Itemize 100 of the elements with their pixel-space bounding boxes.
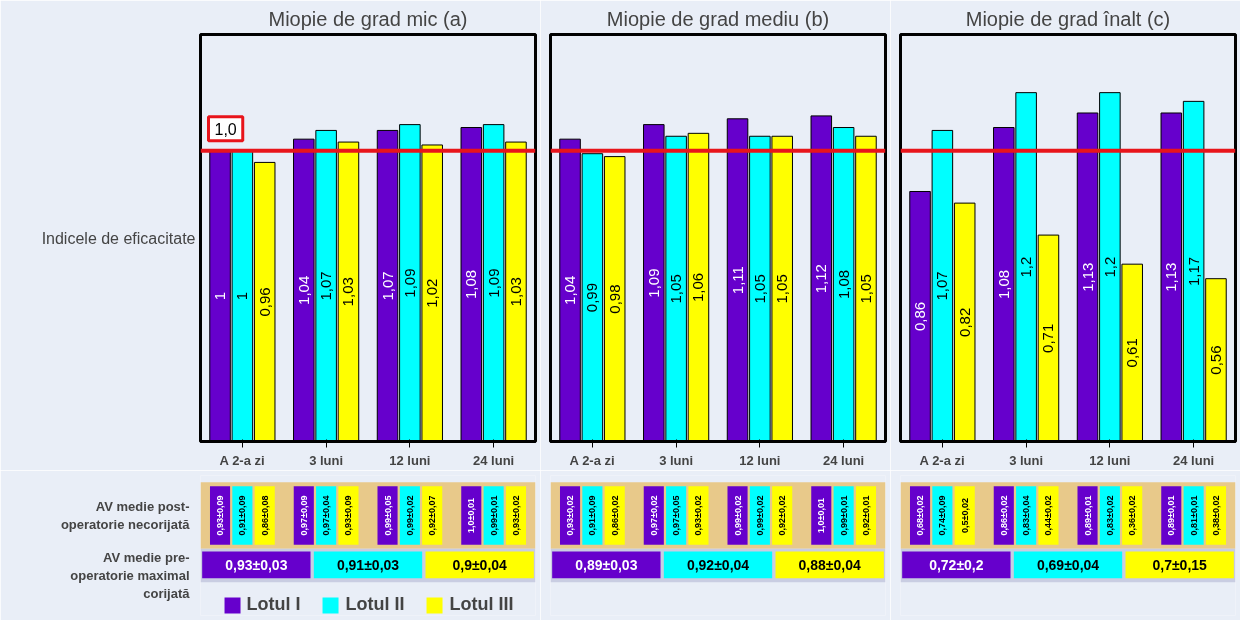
text: 0,86±0,08	[259, 495, 270, 536]
text: 0,97±0,04	[321, 495, 332, 536]
text: 0,7±0,15	[1152, 556, 1208, 573]
text: 0,9±0,04	[452, 556, 508, 573]
data-label: 0,99	[583, 282, 601, 313]
data-label: 1,03	[506, 277, 524, 307]
text: 0,89±0,03	[575, 556, 638, 573]
text: 0,97±0,02	[648, 495, 659, 536]
data-label: 1,09	[400, 268, 418, 298]
text: 0,99±0,01	[488, 495, 499, 536]
text: 0,97±0,05	[671, 495, 682, 536]
text: 0,36±0,02	[1127, 495, 1138, 536]
x-tick-label: 3 luni	[309, 452, 344, 468]
text: 0,86±0,02	[998, 495, 1009, 536]
data-label: 1,08	[994, 269, 1012, 300]
text: 0,99±0,01	[838, 495, 849, 536]
text: 0,93±0,09	[215, 495, 226, 536]
data-label: 0,61	[1123, 338, 1141, 368]
text: 0,68±0,02	[915, 495, 926, 536]
x-tick-label: 12 luni	[739, 452, 781, 468]
data-label: 1,08	[834, 269, 852, 300]
x-tick-label: 3 luni	[1009, 452, 1044, 468]
x-tick-label: A 2-a zi	[919, 452, 965, 468]
ref-line-label: 1,0	[214, 120, 237, 138]
data-label: 0,71	[1039, 323, 1057, 353]
data-label: 1,2	[1100, 256, 1118, 278]
text: AV medie pre-operatorie maximal corijată	[70, 550, 191, 601]
data-label: 1,09	[484, 268, 502, 298]
x-tick-label: 3 luni	[659, 452, 694, 468]
text: 0,83±0,02	[1104, 495, 1115, 536]
text: 0,92±0,07	[427, 495, 438, 536]
data-label: 1,13	[1162, 262, 1180, 292]
text: 0,97±0,09	[298, 495, 309, 536]
x-tick-label: 24 luni	[473, 452, 515, 468]
text: 0,91±0,03	[336, 556, 400, 573]
data-label: 1,07	[317, 271, 335, 301]
x-tick-label: A 2-a zi	[219, 452, 265, 468]
text: 0,89±0,01	[1166, 495, 1177, 536]
text: 1,0±0,01	[816, 498, 827, 533]
data-label: 1,12	[812, 264, 830, 294]
data-label: 1,07	[933, 271, 951, 301]
data-label: 1,13	[1078, 262, 1096, 292]
data-label: 1,04	[561, 275, 579, 305]
text: 0,81±0,01	[1188, 495, 1199, 536]
text: 0,92±0,02	[777, 495, 788, 536]
x-tick-label: 24 luni	[823, 452, 865, 468]
data-label: 1,05	[667, 274, 685, 304]
text: 0,72±0,2	[929, 556, 984, 573]
chart-title: Miopie de grad mic (a)	[268, 7, 468, 30]
text: 0,44±0,02	[1043, 495, 1054, 536]
data-label: 1,06	[689, 272, 707, 303]
text: AV medie post-operatorie necorijată	[60, 499, 191, 532]
text: 0,93±0,03	[225, 556, 288, 573]
text: 0,83±0,04	[1021, 495, 1032, 536]
data-label: 1,09	[644, 268, 662, 298]
data-label: 1,02	[423, 278, 441, 308]
data-label: 1,04	[294, 275, 312, 305]
data-label: 1,07	[378, 271, 396, 301]
text: 0,86±0,02	[609, 495, 620, 536]
legend-label: Lotul I	[246, 594, 301, 615]
text: 0,99±0,02	[732, 495, 743, 536]
data-label: 1,05	[773, 274, 791, 304]
text: 0,38±0,02	[1210, 495, 1221, 536]
text: 0,74±0,09	[937, 495, 948, 536]
data-label: 1,05	[856, 274, 874, 304]
data-label: 0,82	[955, 307, 973, 337]
data-label: 0,56	[1206, 345, 1224, 375]
data-label: 1,03	[339, 277, 357, 307]
chart-title: Miopie de grad mediu (b)	[606, 7, 830, 30]
legend-label: Lotul III	[449, 594, 514, 615]
data-label: 1,11	[728, 266, 746, 295]
legend-label: Lotul II	[345, 594, 405, 615]
text: 0,5±0,02	[959, 498, 970, 533]
text: 0,93±0,02	[693, 495, 704, 536]
text: 0,99±0,02	[754, 495, 765, 536]
text: 0,89±0,01	[1082, 495, 1093, 536]
text: 0,92±0,04	[686, 556, 750, 573]
text: 0,93±0,02	[565, 495, 576, 536]
text: 0,69±0,04	[1036, 556, 1100, 573]
data-label: 1	[211, 291, 229, 301]
data-label: 1	[233, 291, 251, 301]
text: 0,99±0,02	[404, 495, 415, 536]
x-tick-label: 24 luni	[1173, 452, 1215, 468]
data-label: 1,2	[1017, 256, 1035, 278]
text: 0,88±0,04	[798, 556, 861, 573]
y-axis-title: Indicele de eficacitate	[41, 229, 196, 247]
data-label: 0,96	[255, 287, 273, 317]
x-tick-label: A 2-a zi	[569, 452, 615, 468]
text: 0,93±0,09	[343, 495, 354, 536]
text: 1,0±0,01	[466, 498, 477, 533]
text: 0,92±0,01	[860, 495, 871, 536]
text: 0,91±0,09	[237, 495, 248, 536]
text: 0,93±0,02	[510, 495, 521, 536]
data-label: 1,05	[750, 274, 768, 304]
data-label: 1,17	[1184, 256, 1202, 287]
data-label: 0,98	[605, 284, 623, 314]
data-label: 1,08	[462, 269, 480, 300]
text: 0,91±0,09	[587, 495, 598, 536]
data-label: 0,86	[911, 301, 929, 332]
text: 0,99±0,05	[382, 495, 393, 536]
